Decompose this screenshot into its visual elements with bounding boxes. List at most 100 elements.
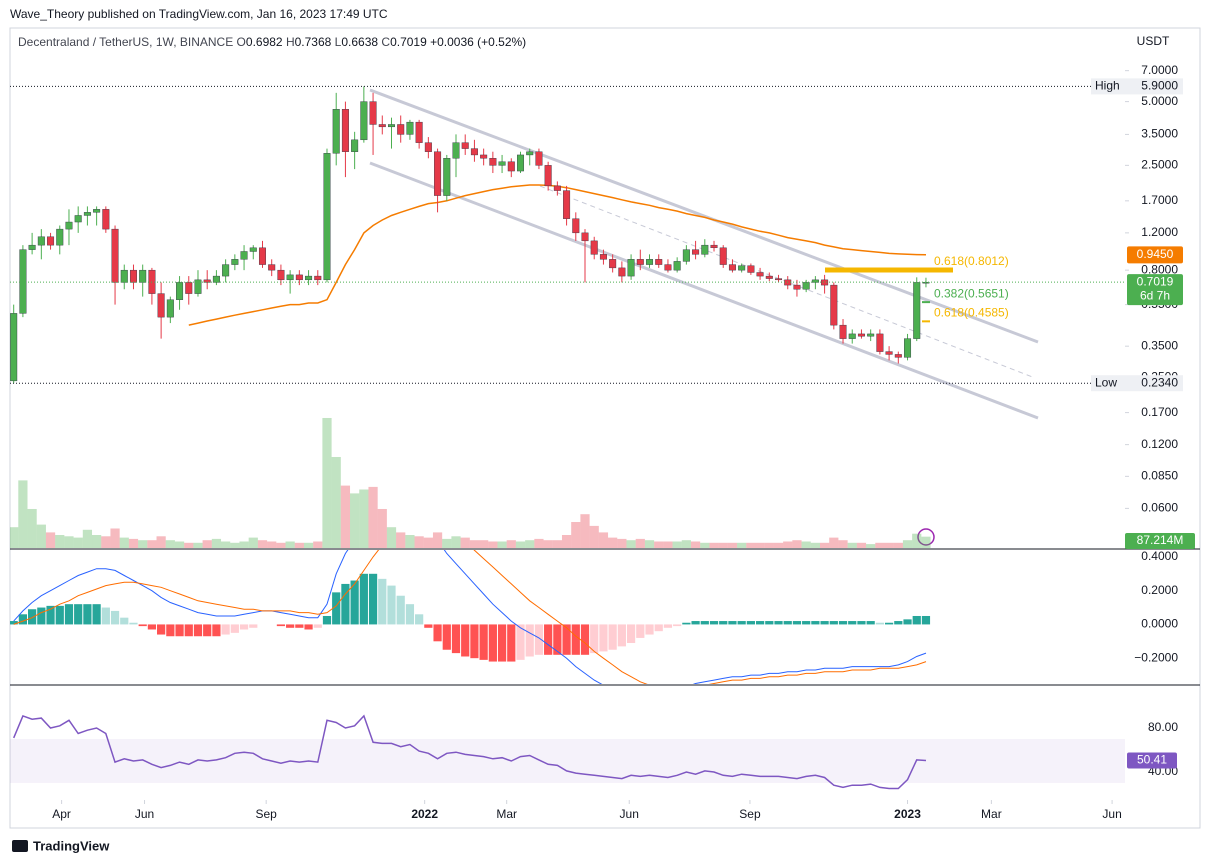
x-tick-label: Jun	[135, 807, 154, 821]
volume-bar	[442, 538, 452, 548]
high-tag-bg	[1091, 78, 1183, 95]
volume-bar	[875, 542, 885, 548]
macd-histogram-bar	[516, 624, 525, 660]
volume-bar	[635, 538, 645, 548]
volume-bar	[819, 542, 830, 548]
volume-bar	[165, 540, 175, 548]
candle-body	[802, 282, 810, 290]
macd-histogram-bar	[488, 624, 497, 662]
candle-body	[277, 269, 285, 281]
y-tick-label: 1.7000	[1141, 193, 1178, 207]
x-tick-label: 2023	[894, 807, 921, 821]
candle-body	[176, 282, 184, 300]
volume-bar	[589, 525, 599, 548]
macd-histogram-bar	[396, 595, 405, 625]
macd-histogram-bar	[645, 624, 654, 635]
candle-body	[655, 259, 663, 265]
candle-body	[489, 158, 497, 166]
macd-histogram-bar	[359, 573, 368, 625]
macd-histogram-bar	[230, 624, 239, 633]
ohlc-letter: H	[286, 35, 295, 49]
volume-bar	[644, 540, 655, 548]
macd-histogram-bar	[138, 624, 147, 627]
volume-bar	[690, 541, 701, 548]
volume-bar	[340, 485, 351, 548]
macd-histogram-bar	[18, 614, 28, 625]
macd-histogram-bar	[884, 622, 894, 625]
macd-histogram-bar	[857, 621, 866, 625]
volume-bar	[36, 524, 46, 548]
volume-bar	[571, 521, 581, 548]
rsi-band	[10, 738, 1125, 783]
candle-body	[470, 148, 478, 156]
macd-tick-label: 0.2000	[1141, 583, 1178, 597]
volume-bar	[488, 541, 498, 548]
rsi-line	[13, 714, 927, 790]
macd-histogram-bar	[774, 621, 783, 625]
volume-bar	[617, 538, 627, 548]
candle-body	[47, 236, 55, 246]
macd-histogram-bar	[332, 592, 341, 625]
volume-bar	[230, 542, 240, 548]
macd-histogram-bar	[700, 621, 709, 625]
macd-histogram-bar	[203, 624, 212, 637]
volume-bar	[506, 540, 516, 548]
candle-body	[102, 209, 110, 230]
candle-body	[332, 109, 340, 154]
macd-histogram-bar	[802, 621, 811, 625]
candle-body	[424, 142, 432, 152]
price-pane	[10, 86, 931, 548]
macd-histogram-bar	[746, 621, 755, 625]
macd-histogram-bar	[175, 624, 184, 637]
candle-body	[157, 293, 165, 318]
price-tag-bg	[1127, 274, 1183, 306]
macd-histogram-bar	[433, 624, 442, 642]
macd-histogram-bar	[313, 624, 322, 628]
volume-bar	[515, 541, 526, 548]
macd-histogram-bar	[811, 621, 820, 625]
macd-histogram-bar	[28, 609, 37, 625]
volume-bar	[755, 542, 765, 548]
candle-body	[738, 265, 746, 271]
macd-histogram-bar	[249, 624, 258, 628]
volume-bar	[18, 480, 28, 548]
macd-histogram-bar	[83, 604, 92, 625]
x-tick-label: Jun	[620, 807, 639, 821]
volume-bar	[147, 540, 157, 548]
macd-histogram-bar	[461, 624, 470, 657]
candle-body	[65, 221, 73, 230]
candle-body	[249, 247, 257, 252]
volume-bar	[110, 528, 120, 548]
x-tick-label: Sep	[255, 807, 277, 821]
rsi-tag-bg	[1127, 752, 1177, 769]
volume-bar	[561, 534, 572, 548]
y-tick-label: 3.5000	[1141, 127, 1178, 141]
candle-body	[581, 232, 589, 242]
x-tick-label: Mar	[496, 807, 517, 821]
candle-body	[821, 279, 829, 286]
macd-line	[13, 550, 927, 684]
macd-histogram-bar	[792, 621, 802, 625]
candle-body	[636, 259, 644, 265]
x-tick-label: Apr	[52, 807, 71, 821]
rsi-tag: 50.41	[1137, 753, 1167, 767]
candle-body	[387, 124, 395, 128]
logo-icon	[12, 840, 28, 852]
candle-body	[839, 324, 847, 339]
candle-body	[240, 251, 248, 260]
candle-body	[406, 121, 414, 135]
macd-histogram-bar	[866, 621, 875, 625]
ohlc-letter: L	[335, 35, 342, 49]
candle-body	[129, 269, 137, 283]
candle-body	[434, 151, 442, 196]
candle-body	[775, 278, 783, 281]
candle-body	[341, 109, 349, 152]
macd-tick-label: 0.0000	[1141, 617, 1178, 631]
candle-body	[397, 124, 405, 135]
volume-bar	[285, 541, 295, 548]
volume-bar	[45, 532, 56, 548]
volume-bar	[746, 542, 756, 548]
candle-body	[701, 244, 709, 255]
ma-tag: 0.9450	[1137, 247, 1174, 261]
candle-body	[673, 261, 681, 271]
